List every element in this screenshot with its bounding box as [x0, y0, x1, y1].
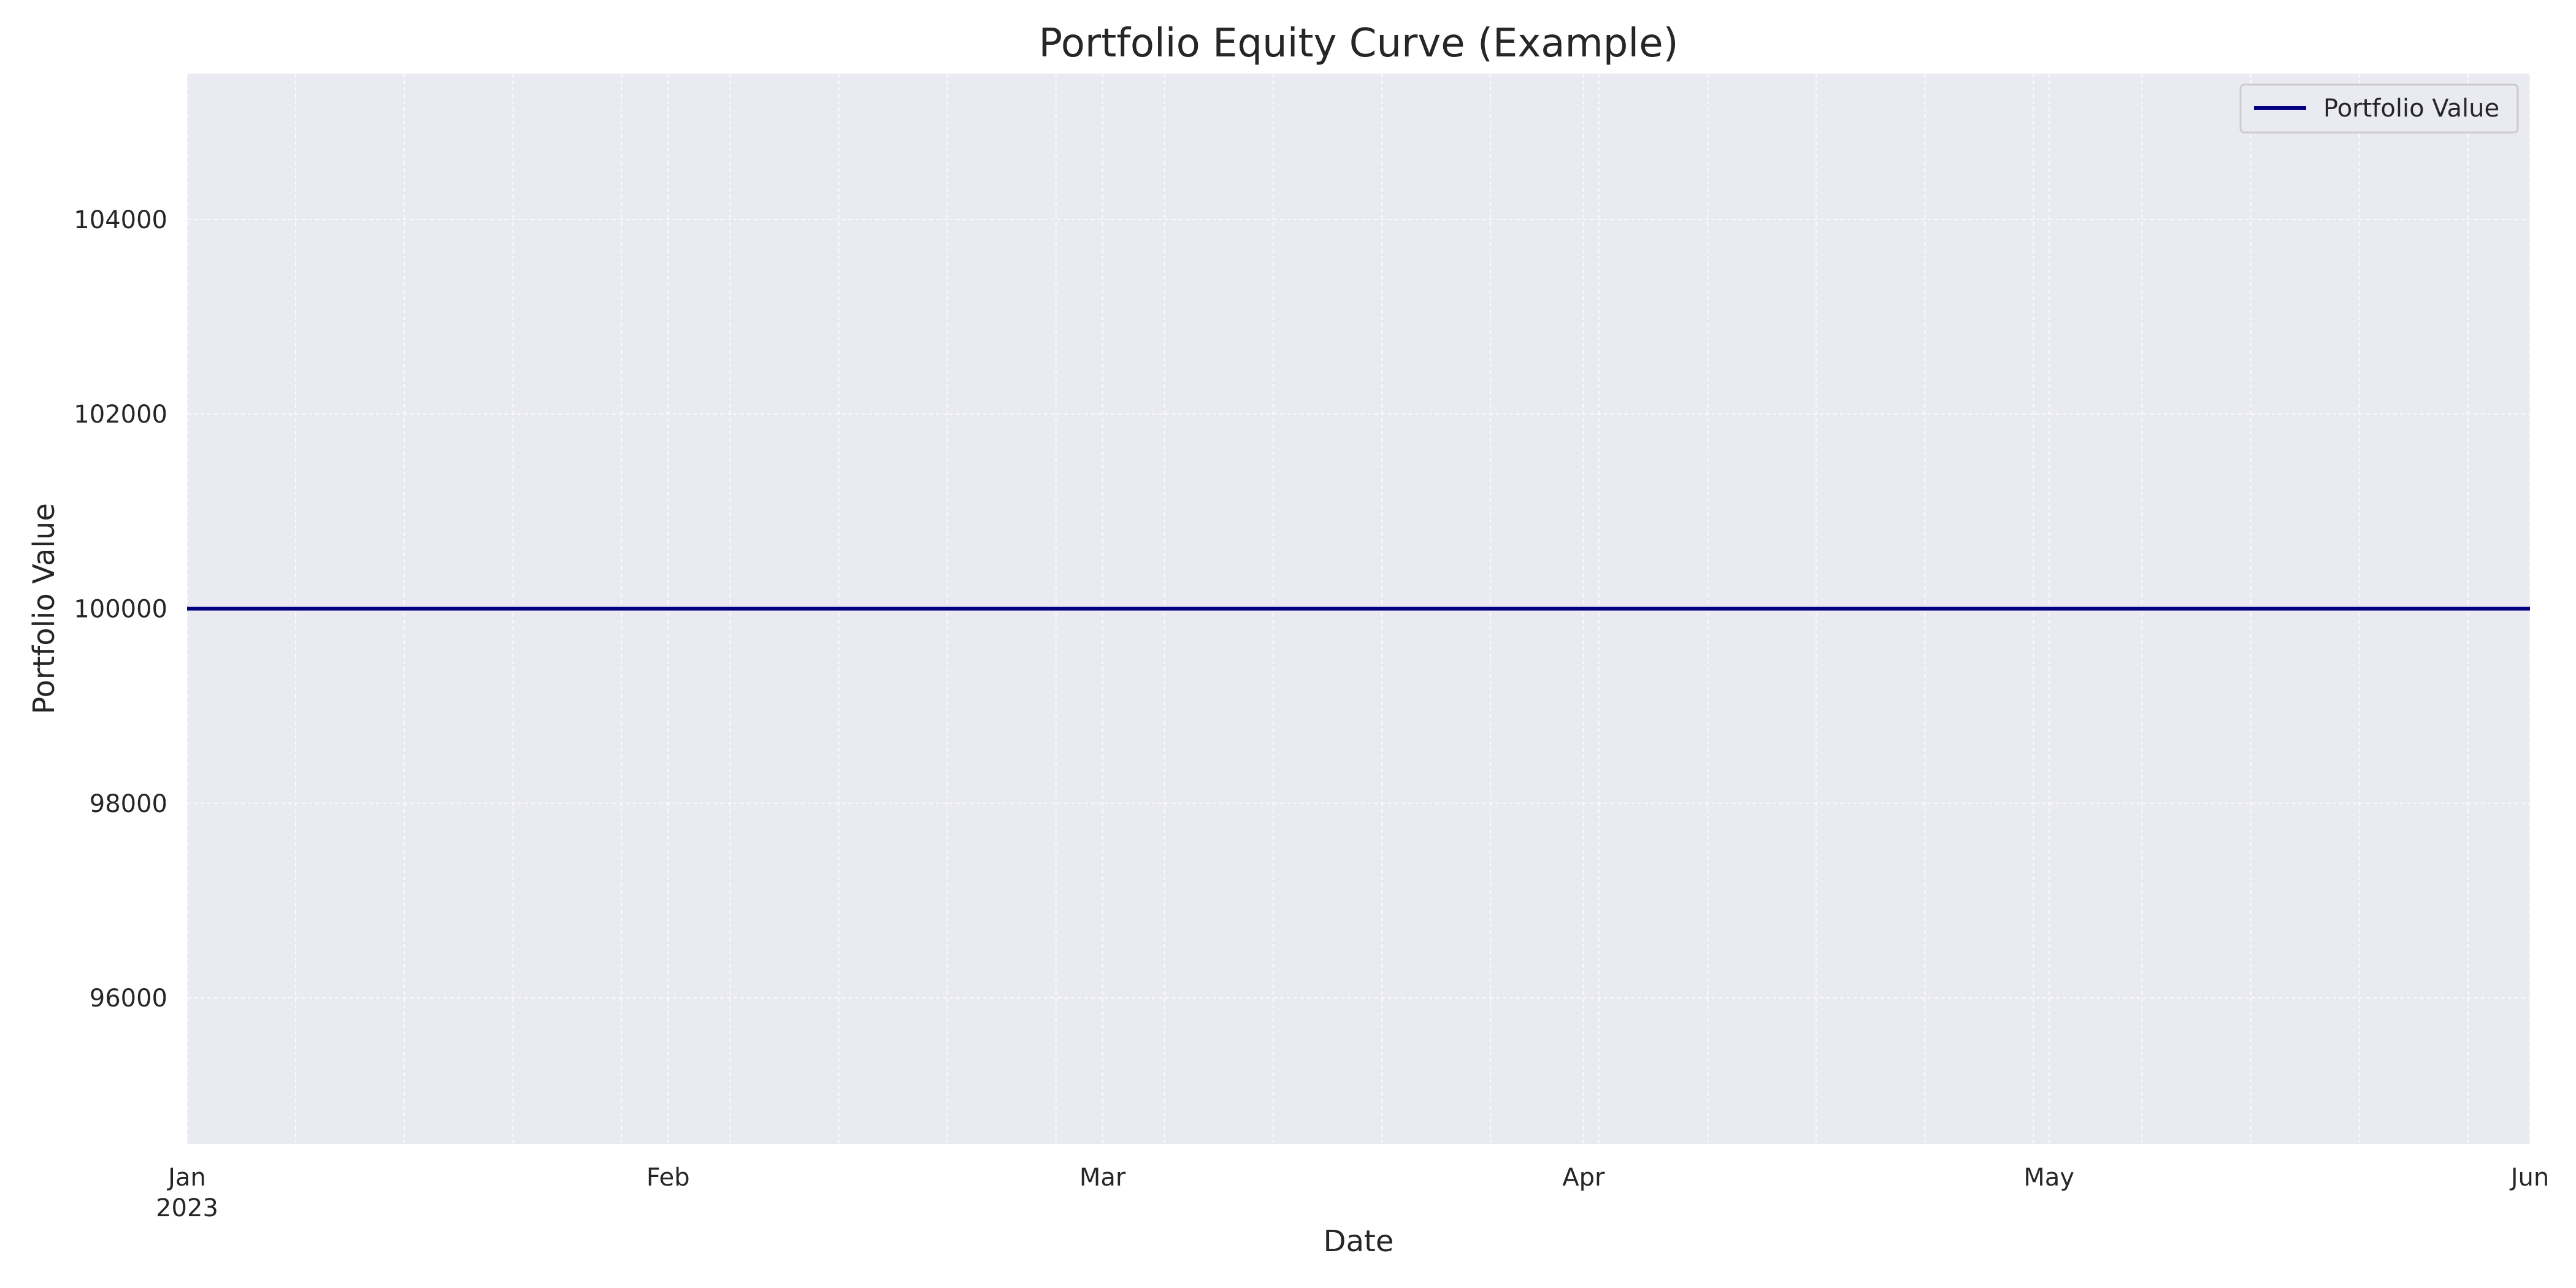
x-tick-label: Jun: [2509, 1163, 2550, 1192]
chart-title: Portfolio Equity Curve (Example): [1038, 21, 1678, 66]
y-tick-label: 102000: [74, 401, 167, 429]
x-axis-label: Date: [1324, 1224, 1394, 1259]
y-tick-label: 96000: [90, 984, 167, 1013]
x-tick-label: Mar: [1079, 1163, 1126, 1192]
y-axis-ticks: 96000 98000 100000 102000 104000: [74, 206, 167, 1013]
x-tick-label: Apr: [1562, 1163, 1605, 1192]
x-tick-label: May: [2023, 1163, 2074, 1192]
y-tick-label: 104000: [74, 206, 167, 234]
x-tick-year-label: 2023: [156, 1194, 218, 1222]
y-axis-label: Portfolio Value: [27, 503, 61, 715]
legend-box: [2239, 83, 2519, 134]
legend: Portfolio Value: [2239, 83, 2519, 134]
y-tick-label: 98000: [90, 790, 167, 818]
y-tick-label: 100000: [74, 596, 167, 624]
x-tick-label: Feb: [646, 1163, 690, 1192]
x-tick-label: Jan: [166, 1163, 206, 1192]
legend-label: Portfolio Value: [2323, 94, 2499, 123]
